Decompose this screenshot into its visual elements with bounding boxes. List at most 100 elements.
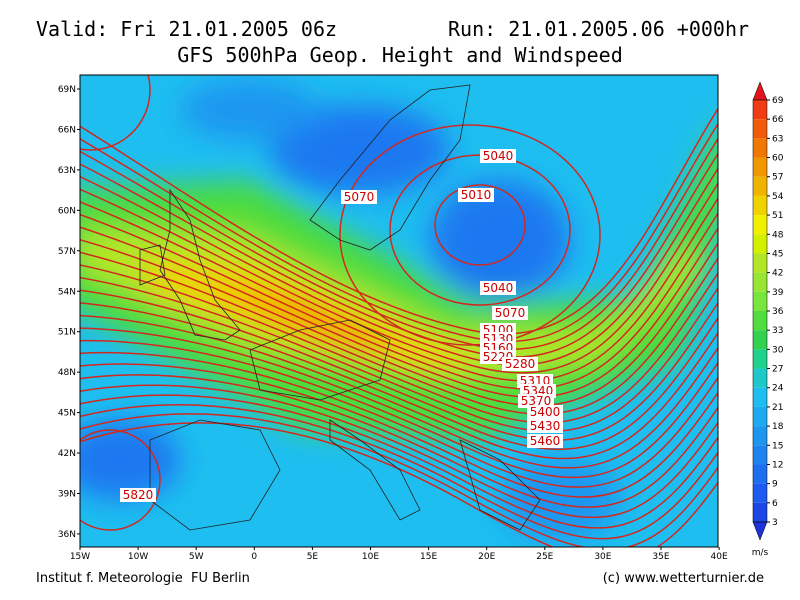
contour-label: 5010 <box>461 188 492 202</box>
contour-label: 5040 <box>483 149 514 163</box>
latitude-label: 51N <box>58 328 76 338</box>
contour-label-box <box>480 281 516 295</box>
contour-label-box <box>341 190 377 204</box>
colorbar-label: 15 <box>772 441 783 451</box>
colorbar-label: 3 <box>772 518 778 528</box>
colorbar-segment <box>753 464 767 484</box>
contour-label-box <box>120 488 156 502</box>
longitude-label: 5W <box>189 552 204 562</box>
longitude-label: 15W <box>70 552 90 562</box>
contour-line <box>80 314 718 460</box>
colorbar-label: 57 <box>772 173 783 183</box>
colorbar-segment <box>753 253 767 273</box>
contour-line <box>80 413 718 547</box>
contour-line <box>80 363 718 498</box>
latitude-label: 66N <box>58 125 76 135</box>
contour-line <box>80 384 718 519</box>
longitude-label: 0 <box>251 552 257 562</box>
colorbar-unit: m/s <box>752 548 769 558</box>
colorbar-segment <box>753 445 767 465</box>
contour-label: 5280 <box>505 357 536 371</box>
colorbar-label: 9 <box>772 480 778 490</box>
contour-line <box>80 339 718 479</box>
colorbar-label: 54 <box>772 192 784 202</box>
contour-labels: 5040501050705040507051005130516052205280… <box>120 149 563 502</box>
contour-line <box>80 403 718 540</box>
contour-label: 5040 <box>483 281 514 295</box>
longitude-label: 15E <box>420 552 437 562</box>
contour-label-box <box>492 306 528 320</box>
map-title: GFS 500hPa Geop. Height and Windspeed <box>177 43 623 67</box>
latitude-label: 36N <box>58 530 76 540</box>
valid-time: Valid: Fri 21.01.2005 06z <box>36 17 337 41</box>
colorbar-label: 18 <box>772 422 784 432</box>
latitude-label: 60N <box>58 206 76 216</box>
colorbar-segment <box>753 176 767 196</box>
colorbar-segment <box>753 426 767 446</box>
colorbar-segment <box>753 195 767 216</box>
latitude-label: 39N <box>58 490 76 500</box>
contour-loop <box>80 429 161 531</box>
contour-loop <box>434 184 526 266</box>
contour-label-box <box>527 405 563 419</box>
coastlines <box>139 84 541 531</box>
contour-line <box>80 327 718 469</box>
contour-line <box>80 226 718 398</box>
map-field <box>80 75 718 547</box>
latitude-label: 63N <box>58 166 76 176</box>
colorbar-frame <box>752 99 768 523</box>
colorbar-label: 39 <box>772 288 784 298</box>
contour-line <box>80 211 718 390</box>
colorbar-segment <box>753 349 767 369</box>
colorbar-segment <box>753 502 767 522</box>
contour-label: 5430 <box>530 419 561 433</box>
longitude-label: 10E <box>362 552 379 562</box>
colorbar-label: 66 <box>772 115 784 125</box>
colorbar-label: 42 <box>772 269 783 279</box>
longitude-label: 25E <box>536 552 553 562</box>
contour-line <box>80 264 718 424</box>
colorbar-segment <box>753 368 767 388</box>
colorbar-label: 21 <box>772 403 783 413</box>
colorbar-label: 51 <box>772 211 783 221</box>
contour-line <box>80 302 718 451</box>
latitude-label: 54N <box>58 287 76 297</box>
contour-line <box>80 167 718 366</box>
contour-label: 5370 <box>521 394 552 408</box>
contour-line <box>80 239 718 407</box>
axis-labels: 69N 66N 63N 60N 57N 54N 51N 48N 45N 42N 39N 36N 15W 1… <box>58 85 728 562</box>
contour-label: 5460 <box>530 434 561 448</box>
colorbar-segment <box>753 100 767 120</box>
colorbar-segment <box>753 483 767 503</box>
colorbar-segment <box>753 330 767 350</box>
contour-label: 5070 <box>495 306 526 320</box>
longitude-label: 20E <box>478 552 495 562</box>
contour-loop <box>80 75 151 151</box>
colorbar-label: 30 <box>772 345 784 355</box>
colorbar-segment <box>753 387 767 407</box>
longitude-label: 5E <box>307 552 319 562</box>
colorbar-label: 60 <box>772 154 784 164</box>
colorbar-segment <box>753 215 767 235</box>
colorbar-label: 63 <box>772 134 783 144</box>
contour-line <box>80 107 718 335</box>
colorbar-segment <box>753 311 767 331</box>
contour-label-box <box>480 149 516 163</box>
latitude-label: 42N <box>58 449 76 459</box>
contour-label-box <box>518 394 554 408</box>
contour-line <box>80 351 718 488</box>
contour-line <box>80 289 718 441</box>
colorbar-label: 45 <box>772 249 783 259</box>
colorbar-label: 12 <box>772 460 783 470</box>
colorbar-arrow-top <box>752 81 768 101</box>
contour-label-box <box>502 357 538 371</box>
colorbar-label: 48 <box>772 230 784 240</box>
colorbar-arrow-bottom <box>752 521 768 541</box>
contour-line <box>80 394 718 529</box>
colorbar-segment <box>753 234 767 254</box>
contour-line <box>80 196 718 382</box>
colorbar-segment <box>753 291 767 311</box>
contour-loop <box>339 124 601 346</box>
latitude-label: 48N <box>58 368 76 378</box>
contour-label: 5820 <box>123 488 154 502</box>
